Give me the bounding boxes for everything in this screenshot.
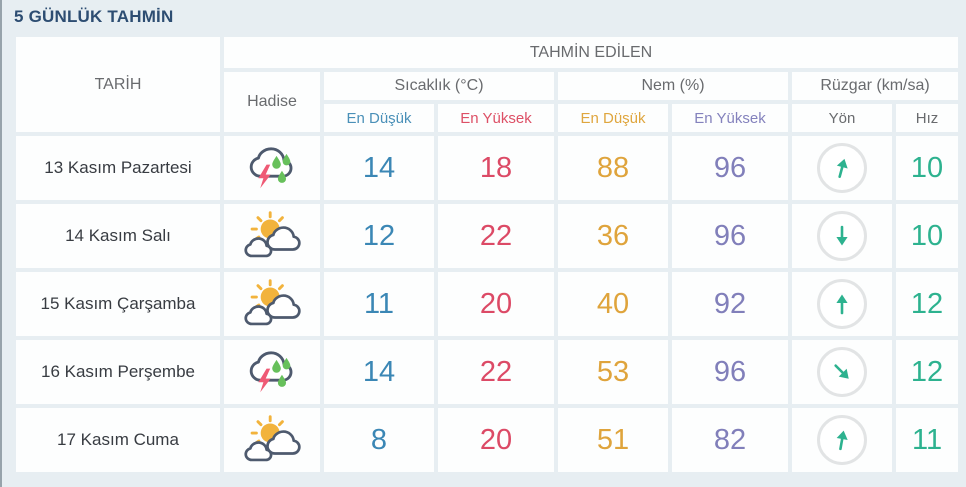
cloud-icon <box>266 225 301 251</box>
hum-max-cell: 92 <box>672 272 788 336</box>
date-label: 14 Kasım Salı <box>65 226 171 245</box>
condition-cell <box>224 272 320 336</box>
wind-direction-cell <box>792 204 892 268</box>
hum-max-cell: 82 <box>672 408 788 472</box>
forecast-widget: 5 GÜNLÜK TAHMİN TARİH TAHMİN EDİLEN Hadi… <box>2 0 966 476</box>
table-row: 17 Kasım Cuma <box>16 408 959 472</box>
cloud-icon <box>244 236 273 257</box>
forecast-tbody: 13 Kasım Pazartesi 14 18 88 96 <box>16 136 959 472</box>
wind-speed-cell: 10 <box>896 204 959 268</box>
date-cell: 16 Kasım Perşembe <box>16 340 220 404</box>
table-row: 13 Kasım Pazartesi 14 18 88 96 <box>16 136 959 200</box>
date-label: 16 Kasım Perşembe <box>40 362 195 381</box>
raindrop-icon <box>272 153 291 183</box>
header-temperature: Sıcaklık (°C) <box>324 72 554 100</box>
table-row: 15 Kasım Çarşamba <box>16 272 959 336</box>
cloud-icon <box>244 440 273 461</box>
wind-speed-cell: 12 <box>896 340 959 404</box>
hum-min-cell: 40 <box>558 272 668 336</box>
date-cell: 13 Kasım Pazartesi <box>16 136 220 200</box>
wind-direction-arrow-icon <box>817 415 867 465</box>
date-cell: 15 Kasım Çarşamba <box>16 272 220 336</box>
header-predicted: TAHMİN EDİLEN <box>224 37 959 68</box>
partly-cloudy-icon <box>243 278 301 326</box>
date-cell: 14 Kasım Salı <box>16 204 220 268</box>
date-cell: 17 Kasım Cuma <box>16 408 220 472</box>
temp-max-cell: 22 <box>438 340 554 404</box>
temp-max-cell: 20 <box>438 408 554 472</box>
temp-min-cell: 14 <box>324 340 434 404</box>
header-wind: Rüzgar (km/sa) <box>792 72 959 100</box>
cloud-icon <box>244 304 273 325</box>
temp-max-cell: 20 <box>438 272 554 336</box>
thunderstorm-rain-icon <box>243 346 301 394</box>
condition-cell <box>224 136 320 200</box>
cloud-icon <box>266 429 301 455</box>
wind-speed-cell: 11 <box>896 408 959 472</box>
header-wind-speed: Hız <box>896 104 959 132</box>
wind-speed-cell: 12 <box>896 272 959 336</box>
cloud-icon <box>266 293 301 319</box>
wind-direction-cell <box>792 408 892 472</box>
page-title: 5 GÜNLÜK TAHMİN <box>14 7 174 26</box>
temp-min-cell: 11 <box>324 272 434 336</box>
hum-min-cell: 88 <box>558 136 668 200</box>
wind-direction-cell <box>792 272 892 336</box>
cloud-icon <box>249 350 293 382</box>
hum-min-cell: 53 <box>558 340 668 404</box>
wind-direction-arrow-icon <box>817 143 867 193</box>
temp-min-cell: 8 <box>324 408 434 472</box>
lightning-icon <box>258 368 271 392</box>
hum-min-cell: 51 <box>558 408 668 472</box>
thunderstorm-rain-icon <box>243 142 301 190</box>
header-temp-min: En Düşük <box>324 104 434 132</box>
condition-cell <box>224 204 320 268</box>
temp-min-cell: 14 <box>324 136 434 200</box>
partly-cloudy-icon <box>243 414 301 462</box>
header-wind-direction: Yön <box>792 104 892 132</box>
header-humidity: Nem (%) <box>558 72 788 100</box>
hum-max-cell: 96 <box>672 340 788 404</box>
temp-max-cell: 18 <box>438 136 554 200</box>
temp-min-cell: 12 <box>324 204 434 268</box>
header-hum-max: En Yüksek <box>672 104 788 132</box>
hum-max-cell: 96 <box>672 136 788 200</box>
hum-min-cell: 36 <box>558 204 668 268</box>
lightning-icon <box>258 164 271 188</box>
wind-direction-arrow-icon <box>817 211 867 261</box>
table-row: 14 Kasım Salı <box>16 204 959 268</box>
header-condition: Hadise <box>224 72 320 132</box>
cloud-icon <box>249 146 293 178</box>
date-label: 15 Kasım Çarşamba <box>40 294 196 313</box>
header-temp-max: En Yüksek <box>438 104 554 132</box>
header-date: TARİH <box>16 37 220 132</box>
date-label: 17 Kasım Cuma <box>57 430 179 449</box>
wind-direction-cell <box>792 136 892 200</box>
date-label: 13 Kasım Pazartesi <box>44 158 192 177</box>
partly-cloudy-icon <box>243 210 301 258</box>
temp-max-cell: 22 <box>438 204 554 268</box>
table-row: 16 Kasım Perşembe 14 22 53 96 <box>16 340 959 404</box>
forecast-table: TARİH TAHMİN EDİLEN Hadise Sıcaklık (°C)… <box>12 33 962 476</box>
wind-direction-arrow-icon <box>817 279 867 329</box>
raindrop-icon <box>272 357 291 387</box>
wind-direction-arrow-icon <box>817 347 867 397</box>
condition-cell <box>224 340 320 404</box>
header-hum-min: En Düşük <box>558 104 668 132</box>
wind-direction-cell <box>792 340 892 404</box>
condition-cell <box>224 408 320 472</box>
wind-speed-cell: 10 <box>896 136 959 200</box>
hum-max-cell: 96 <box>672 204 788 268</box>
